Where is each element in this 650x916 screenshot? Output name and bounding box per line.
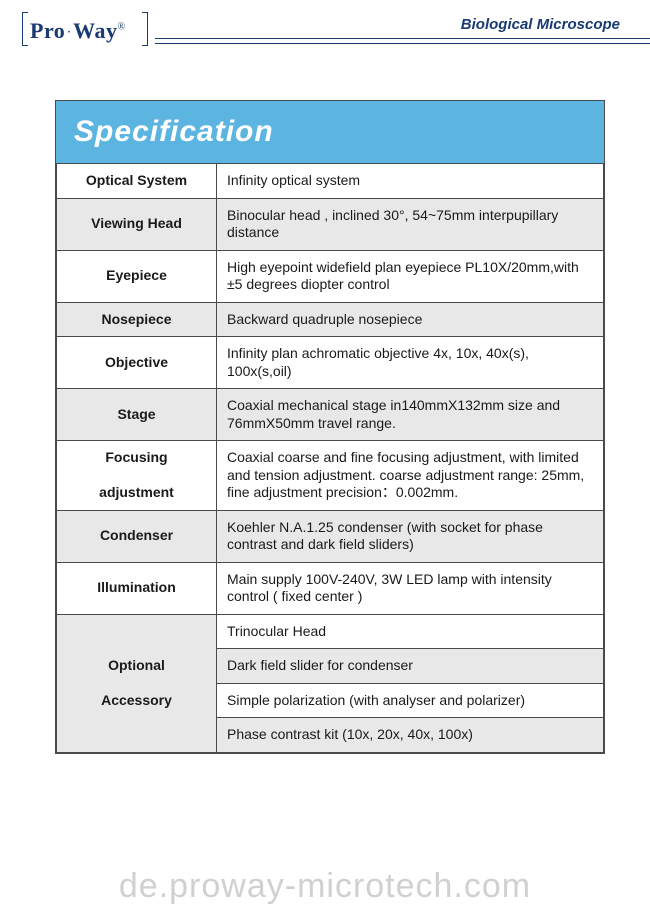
- logo-frame-left: [22, 12, 28, 46]
- page-header: Pro·Way® Biological Microscope: [0, 0, 650, 60]
- watermark-text: de.proway-microtech.com: [0, 867, 650, 906]
- spec-value: High eyepoint widefield plan eyepiece PL…: [217, 250, 604, 302]
- table-row: Viewing HeadBinocular head , inclined 30…: [57, 198, 604, 250]
- spec-value: Coaxial coarse and fine focusing adjustm…: [217, 441, 604, 511]
- spec-label: Stage: [57, 389, 217, 441]
- spec-value: Infinity plan achromatic objective 4x, 1…: [217, 337, 604, 389]
- spec-value: Koehler N.A.1.25 condenser (with socket …: [217, 510, 604, 562]
- table-row: NosepieceBackward quadruple nosepiece: [57, 302, 604, 337]
- table-row: IlluminationMain supply 100V-240V, 3W LE…: [57, 562, 604, 614]
- table-row: Optional AccessoryTrinocular Head: [57, 614, 604, 649]
- spec-label: Nosepiece: [57, 302, 217, 337]
- spec-value: Trinocular Head: [217, 614, 604, 649]
- spec-value: Simple polarization (with analyser and p…: [217, 683, 604, 718]
- spec-label: Illumination: [57, 562, 217, 614]
- brand-logo: Pro·Way®: [30, 18, 126, 44]
- spec-value: Phase contrast kit (10x, 20x, 40x, 100x): [217, 718, 604, 753]
- spec-table: Optical SystemInfinity optical systemVie…: [56, 163, 604, 753]
- spec-label: Eyepiece: [57, 250, 217, 302]
- brand-part2: Way: [73, 18, 117, 43]
- spec-label: Condenser: [57, 510, 217, 562]
- spec-panel: Specification Optical SystemInfinity opt…: [55, 100, 605, 754]
- spec-value: Main supply 100V-240V, 3W LED lamp with …: [217, 562, 604, 614]
- header-rule: [155, 38, 650, 44]
- table-row: ObjectiveInfinity plan achromatic object…: [57, 337, 604, 389]
- table-row: Focusing adjustmentCoaxial coarse and fi…: [57, 441, 604, 511]
- spec-label: Focusing adjustment: [57, 441, 217, 511]
- spec-value: Infinity optical system: [217, 164, 604, 199]
- table-row: EyepieceHigh eyepoint widefield plan eye…: [57, 250, 604, 302]
- brand-reg: ®: [117, 22, 125, 33]
- table-row: Optical SystemInfinity optical system: [57, 164, 604, 199]
- table-row: StageCoaxial mechanical stage in140mmX13…: [57, 389, 604, 441]
- spec-label: Objective: [57, 337, 217, 389]
- spec-value: Coaxial mechanical stage in140mmX132mm s…: [217, 389, 604, 441]
- spec-value: Binocular head , inclined 30°, 54~75mm i…: [217, 198, 604, 250]
- spec-label: Optical System: [57, 164, 217, 199]
- page-title: Biological Microscope: [461, 16, 620, 33]
- spec-heading: Specification: [56, 101, 604, 163]
- spec-value: Dark field slider for condenser: [217, 649, 604, 684]
- table-row: CondenserKoehler N.A.1.25 condenser (wit…: [57, 510, 604, 562]
- spec-label-optional: Optional Accessory: [57, 614, 217, 752]
- logo-frame-right: [142, 12, 148, 46]
- brand-part1: Pro: [30, 18, 65, 43]
- spec-value: Backward quadruple nosepiece: [217, 302, 604, 337]
- brand-dot: ·: [67, 27, 71, 38]
- spec-label: Viewing Head: [57, 198, 217, 250]
